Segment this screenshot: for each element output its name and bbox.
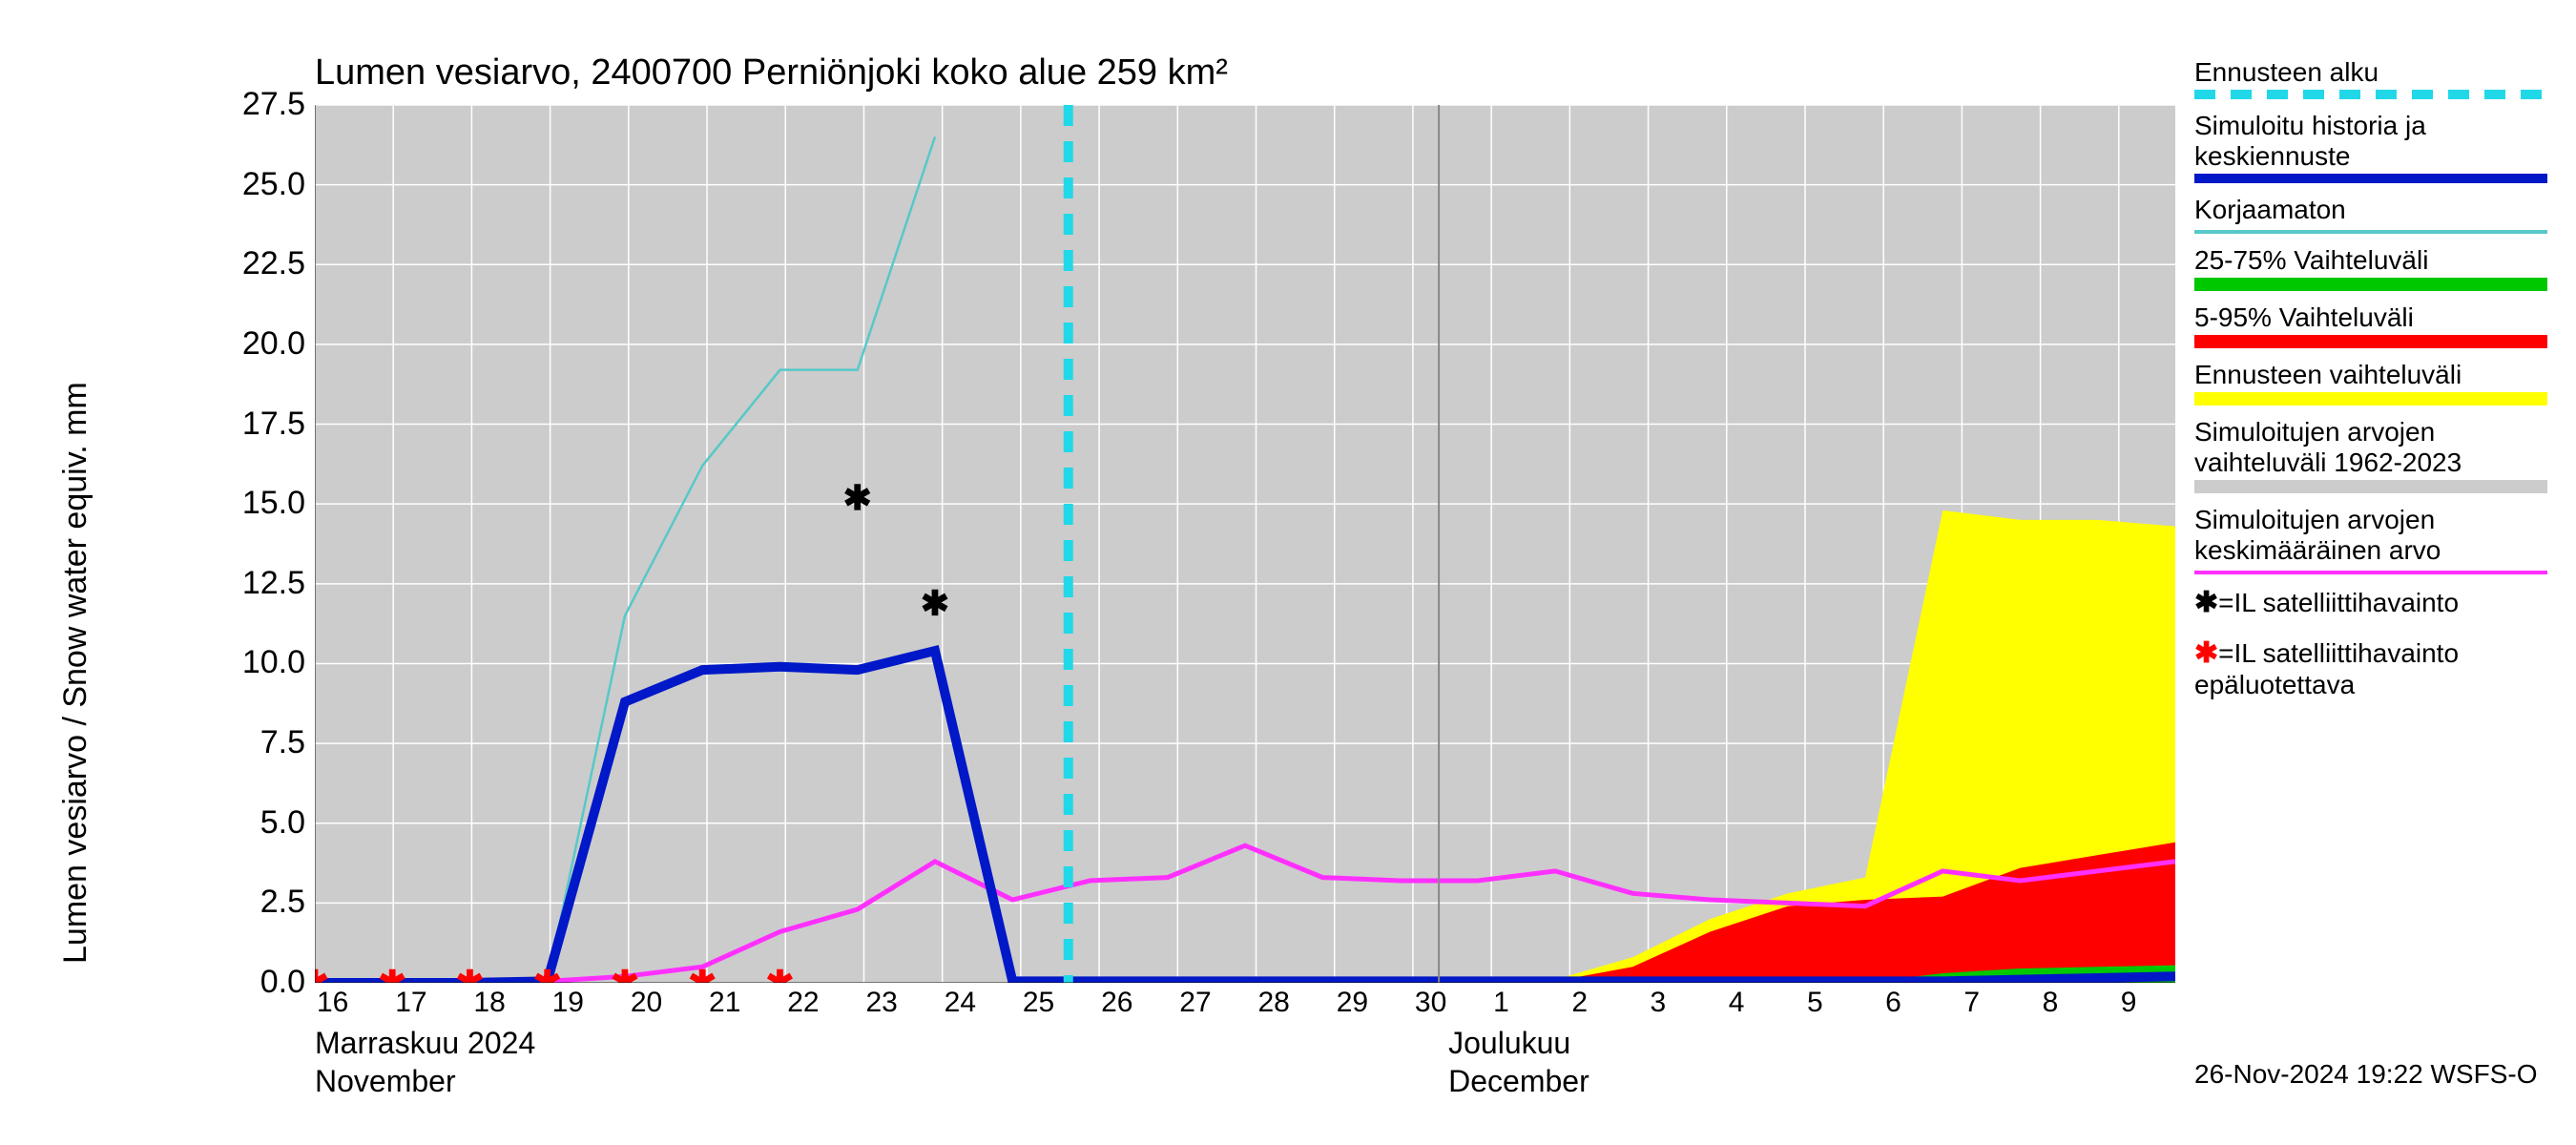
- x-tick: 18: [473, 987, 505, 1019]
- legend: Ennusteen alku Simuloitu historia ja kesk…: [2194, 57, 2557, 718]
- svg-text:✱: ✱: [611, 964, 639, 984]
- legend-item: Ennusteen alku: [2194, 57, 2557, 99]
- legend-marker-icon: ✱: [2194, 587, 2218, 618]
- y-tick: 5.0: [219, 804, 305, 842]
- chart-title: Lumen vesiarvo, 2400700 Perniönjoki koko…: [315, 52, 1228, 94]
- legend-item: Simuloitujen arvojen vaihteluväli 1962-2…: [2194, 417, 2557, 493]
- y-tick: 22.5: [219, 245, 305, 282]
- legend-label: Ennusteen alku: [2194, 57, 2557, 88]
- svg-text:✱: ✱: [921, 583, 949, 622]
- legend-label: 5-95% Vaihteluväli: [2194, 302, 2557, 333]
- svg-text:✱: ✱: [843, 478, 872, 517]
- svg-text:✱: ✱: [315, 964, 329, 984]
- month1-en: November: [315, 1064, 456, 1099]
- y-tick: 15.0: [219, 485, 305, 522]
- legend-item: Simuloitu historia ja keskiennuste: [2194, 111, 2557, 183]
- legend-label: Simuloitu historia ja keskiennuste: [2194, 111, 2557, 172]
- legend-item: ✱=IL satelliittihavainto epäluotettava: [2194, 636, 2557, 700]
- legend-swatch: [2194, 392, 2547, 406]
- legend-item: Korjaamaton: [2194, 195, 2557, 234]
- legend-swatch: [2194, 90, 2547, 99]
- x-tick: 8: [2043, 987, 2059, 1019]
- plot-area: ✱ ✱ ✱ ✱ ✱ ✱ ✱ ✱ ✱: [315, 105, 2175, 983]
- legend-swatch: [2194, 278, 2547, 291]
- legend-label: Simuloitujen arvojen keskimääräinen arvo: [2194, 505, 2557, 566]
- x-tick: 16: [317, 987, 348, 1019]
- x-tick: 7: [1963, 987, 1980, 1019]
- x-tick: 17: [395, 987, 426, 1019]
- legend-item: Ennusteen vaihteluväli: [2194, 360, 2557, 406]
- legend-item: 5-95% Vaihteluväli: [2194, 302, 2557, 348]
- legend-item: Simuloitujen arvojen keskimääräinen arvo: [2194, 505, 2557, 574]
- legend-swatch: [2194, 571, 2547, 574]
- x-tick: 5: [1807, 987, 1823, 1019]
- x-tick: 29: [1337, 987, 1368, 1019]
- y-axis-label: Lumen vesiarvo / Snow water equiv. mm: [57, 382, 94, 964]
- x-tick: 1: [1493, 987, 1509, 1019]
- svg-text:✱: ✱: [688, 964, 717, 984]
- x-tick: 20: [631, 987, 662, 1019]
- svg-text:✱: ✱: [378, 964, 406, 984]
- x-tick: 6: [1885, 987, 1901, 1019]
- legend-label: Simuloitujen arvojen vaihteluväli 1962-2…: [2194, 417, 2557, 478]
- y-tick: 0.0: [219, 964, 305, 1001]
- x-tick: 30: [1415, 987, 1446, 1019]
- x-tick: 23: [865, 987, 897, 1019]
- legend-swatch: [2194, 230, 2547, 234]
- month2-en: December: [1448, 1064, 1589, 1099]
- y-tick: 17.5: [219, 406, 305, 443]
- legend-swatch: [2194, 174, 2547, 183]
- legend-label: 25-75% Vaihteluväli: [2194, 245, 2557, 276]
- x-tick: 21: [709, 987, 740, 1019]
- y-tick: 25.0: [219, 166, 305, 203]
- x-tick: 9: [2121, 987, 2137, 1019]
- legend-swatch: [2194, 480, 2547, 493]
- x-tick: 24: [945, 987, 976, 1019]
- y-tick: 10.0: [219, 644, 305, 681]
- x-tick: 19: [552, 987, 584, 1019]
- legend-label: Korjaamaton: [2194, 195, 2557, 225]
- x-tick: 28: [1258, 987, 1290, 1019]
- legend-item: 25-75% Vaihteluväli: [2194, 245, 2557, 291]
- legend-item: ✱=IL satelliittihavainto: [2194, 586, 2557, 619]
- y-tick: 2.5: [219, 884, 305, 921]
- legend-marker-icon: ✱: [2194, 637, 2218, 669]
- timestamp-label: 26-Nov-2024 19:22 WSFS-O: [2194, 1059, 2538, 1090]
- y-tick: 27.5: [219, 86, 305, 123]
- month1-fi: Marraskuu 2024: [315, 1026, 535, 1061]
- chart-container: Lumen vesiarvo, 2400700 Perniönjoki koko…: [0, 0, 2576, 1145]
- x-tick: 4: [1729, 987, 1745, 1019]
- legend-label: Ennusteen vaihteluväli: [2194, 360, 2557, 390]
- y-tick: 20.0: [219, 325, 305, 363]
- x-tick: 3: [1651, 987, 1667, 1019]
- x-tick: 25: [1023, 987, 1054, 1019]
- x-tick: 22: [787, 987, 819, 1019]
- legend-label: =IL satelliittihavainto epäluotettava: [2194, 638, 2459, 699]
- legend-label: =IL satelliittihavainto: [2218, 588, 2459, 617]
- legend-swatch: [2194, 335, 2547, 348]
- y-tick: 12.5: [219, 565, 305, 602]
- svg-text:✱: ✱: [765, 964, 794, 984]
- svg-text:✱: ✱: [455, 964, 484, 984]
- month2-fi: Joulukuu: [1448, 1026, 1570, 1061]
- y-tick: 7.5: [219, 724, 305, 761]
- x-tick: 26: [1101, 987, 1132, 1019]
- x-tick: 2: [1571, 987, 1588, 1019]
- x-tick: 27: [1179, 987, 1211, 1019]
- svg-text:✱: ✱: [533, 964, 562, 984]
